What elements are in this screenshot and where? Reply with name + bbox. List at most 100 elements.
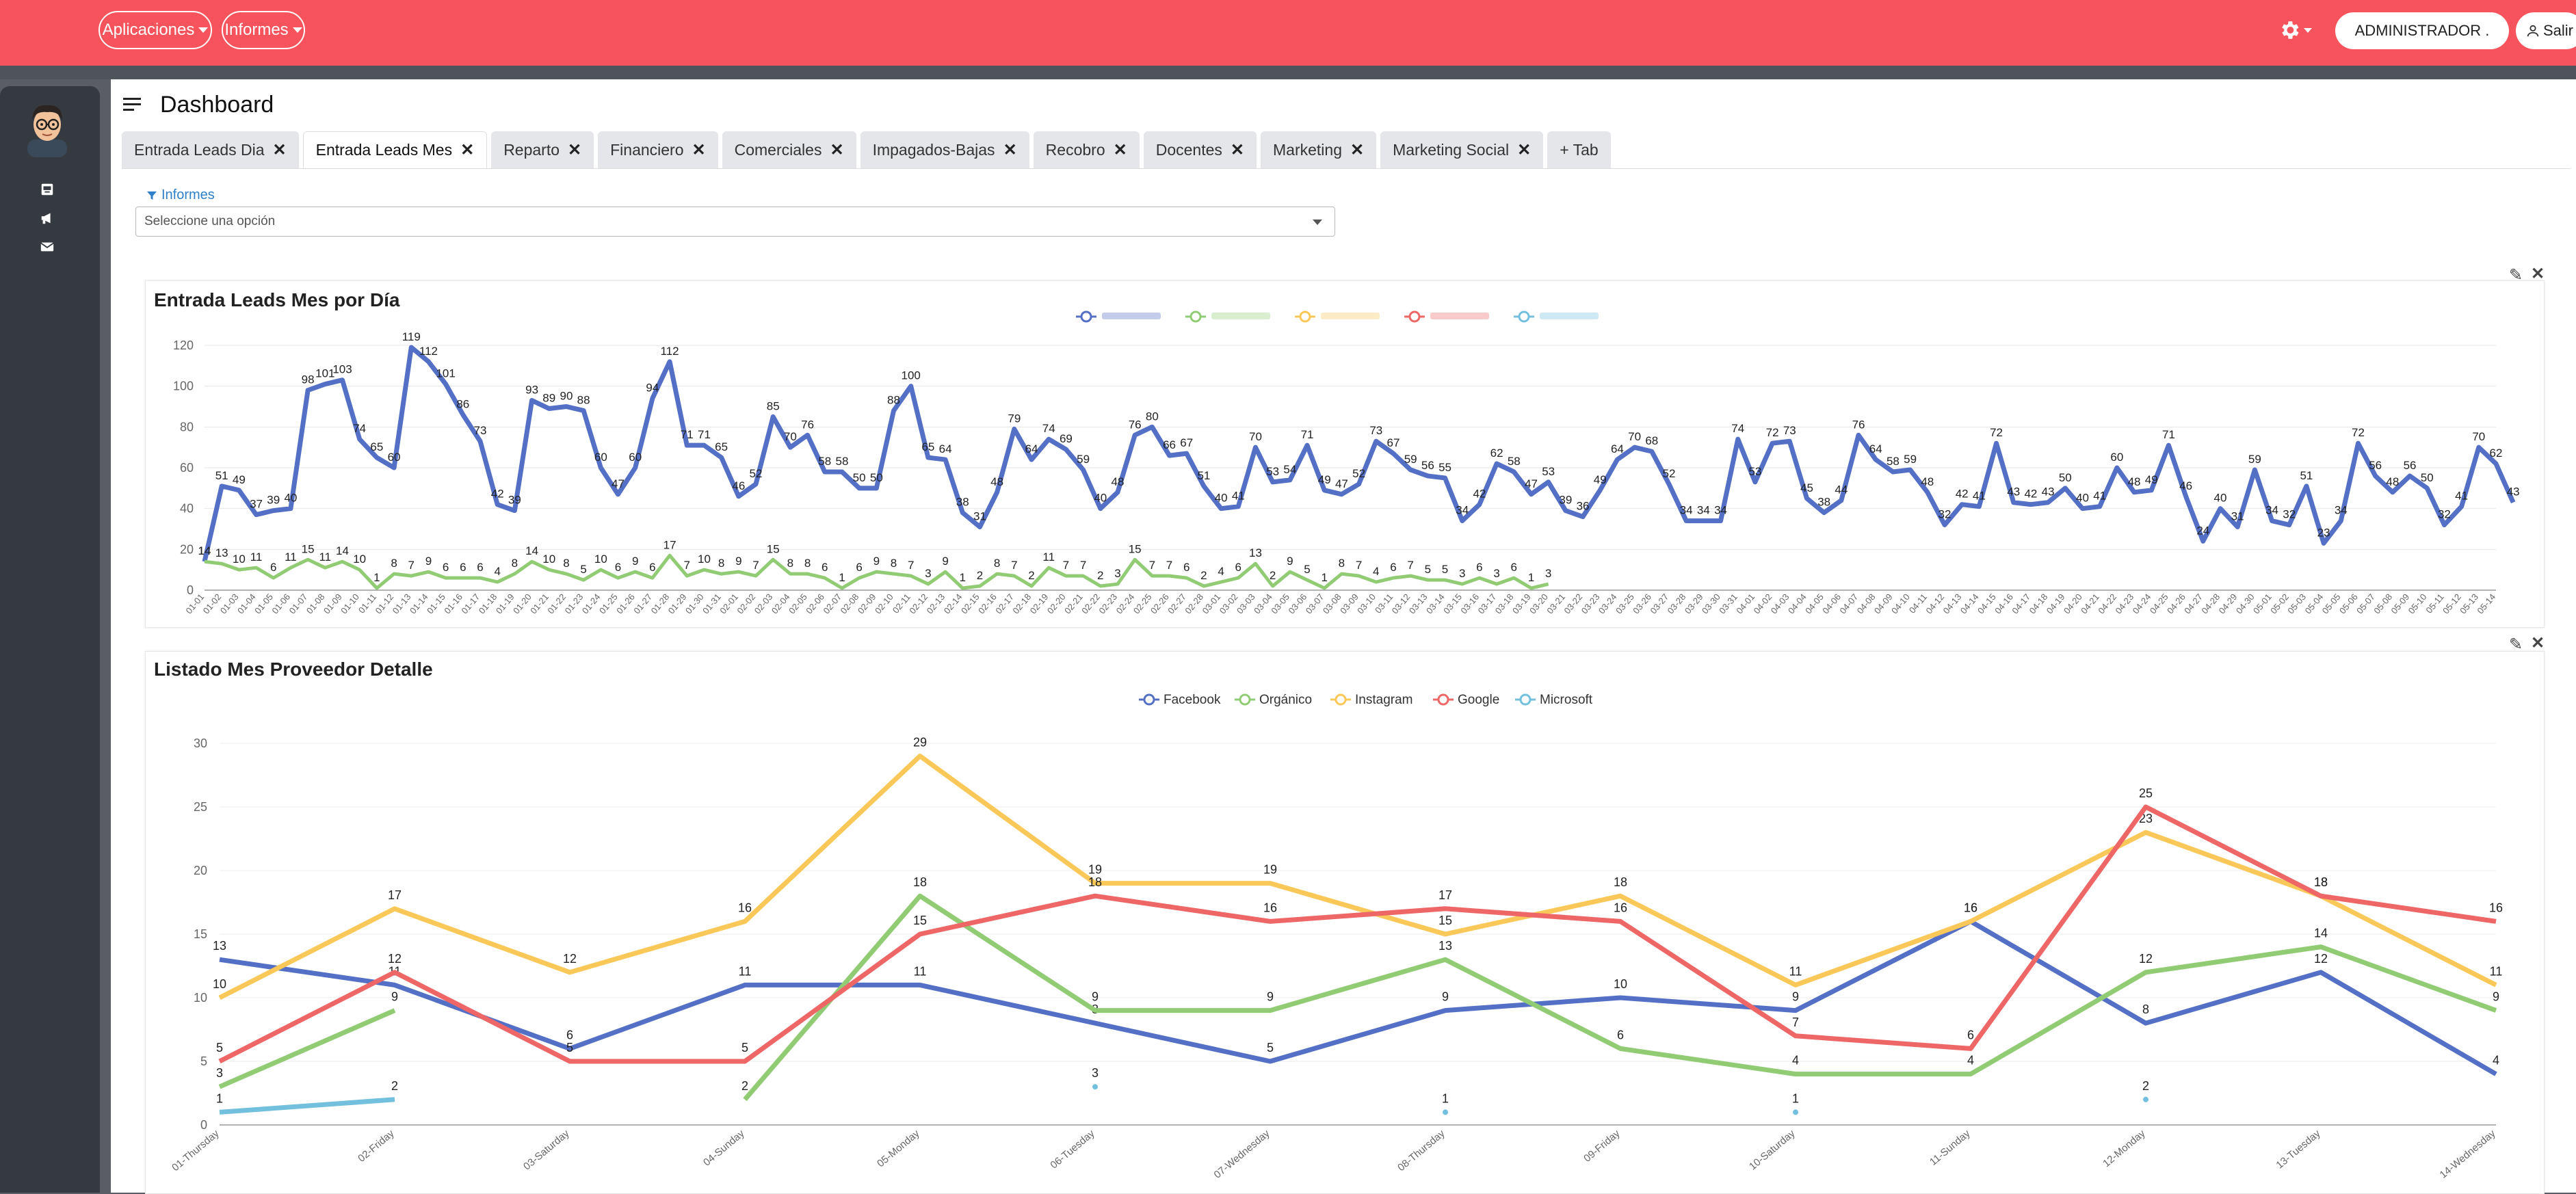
reports-menu-button[interactable]: Informes	[222, 11, 305, 49]
data-label: 6	[1183, 561, 1190, 574]
data-label: 10	[213, 977, 226, 991]
x-tick-label: 05-09	[2389, 592, 2411, 615]
megaphone-icon[interactable]	[40, 211, 55, 229]
y-tick-label: 20	[180, 542, 194, 556]
close-icon[interactable]: ✕	[2531, 265, 2545, 283]
logout-button[interactable]: Salir	[2516, 12, 2576, 49]
tab-3[interactable]: Financiero ✕	[598, 131, 718, 168]
close-tab-icon[interactable]: ✕	[568, 140, 582, 159]
data-label: 46	[2179, 479, 2192, 492]
data-label: 58	[1887, 455, 1900, 468]
data-label: 2	[2142, 1079, 2149, 1093]
data-label: 42	[491, 488, 504, 501]
x-tick-label: 01-12	[373, 592, 396, 615]
report-select[interactable]: Seleccione una opción	[135, 207, 1335, 237]
tab-7[interactable]: Docentes ✕	[1143, 131, 1257, 168]
close-tab-icon[interactable]: ✕	[1003, 140, 1017, 159]
data-label: 40	[1094, 492, 1107, 505]
x-tick-label: 13-Tuesday	[2274, 1128, 2323, 1171]
data-label: 11	[319, 550, 331, 563]
data-label: 10	[594, 553, 607, 566]
data-label: 10	[698, 553, 711, 566]
data-label: 6	[1967, 1028, 1974, 1042]
tab-10[interactable]: + Tab	[1547, 131, 1611, 168]
user-menu-button[interactable]: ADMINISTRADOR .	[2335, 12, 2509, 49]
close-tab-icon[interactable]: ✕	[830, 140, 844, 159]
data-label: 40	[1215, 492, 1228, 505]
data-label: 1	[1321, 571, 1327, 584]
close-tab-icon[interactable]: ✕	[1230, 140, 1244, 159]
admin-label: ADMINISTRADOR .	[2354, 22, 2490, 39]
data-label: 7	[1063, 559, 1069, 572]
data-label: 11	[1789, 964, 1802, 978]
x-tick-label: 05-07	[2354, 592, 2377, 615]
close-tab-icon[interactable]: ✕	[460, 141, 475, 159]
data-label: 3	[925, 567, 931, 580]
data-label: 4	[494, 565, 500, 578]
close-icon[interactable]: ✕	[2531, 634, 2545, 652]
data-label: 5	[741, 1041, 748, 1054]
tab-1[interactable]: Entrada Leads Mes ✕	[302, 131, 488, 168]
x-tick-label: 02-19	[1028, 592, 1051, 615]
x-tick-label: 03-01	[1200, 592, 1223, 615]
edit-icon[interactable]: ✎	[2509, 266, 2523, 284]
close-tab-icon[interactable]: ✕	[1517, 140, 1532, 159]
legend-label: Microsoft	[1540, 693, 1593, 707]
data-label: 72	[1766, 426, 1779, 439]
data-label: 76	[801, 418, 814, 431]
data-label: 13	[215, 546, 228, 559]
data-label: 59	[2248, 453, 2261, 466]
tab-8[interactable]: Marketing ✕	[1261, 131, 1377, 168]
data-label: 9	[391, 990, 398, 1004]
series-line	[218, 804, 2497, 1064]
y-tick-label: 80	[180, 420, 194, 434]
edit-icon[interactable]: ✎	[2509, 635, 2523, 654]
x-tick-label: 03-20	[1527, 592, 1550, 615]
data-label: 14	[198, 544, 211, 557]
close-tab-icon[interactable]: ✕	[1113, 140, 1127, 159]
x-tick-label: 01-19	[494, 592, 516, 615]
data-label: 24	[2196, 524, 2209, 537]
x-tick-label: 04-18	[2027, 592, 2050, 615]
gear-icon	[2282, 21, 2299, 39]
close-tab-icon[interactable]: ✕	[1350, 140, 1365, 159]
data-label: 53	[1748, 465, 1761, 478]
avatar[interactable]	[25, 100, 70, 157]
data-point	[1443, 1109, 1448, 1115]
tab-4[interactable]: Comerciales ✕	[722, 131, 856, 168]
x-tick-label: 02-17	[993, 592, 1016, 615]
data-label: 6	[649, 561, 655, 574]
data-label: 49	[1594, 473, 1607, 486]
data-label: 4	[2493, 1054, 2499, 1067]
settings-menu-button[interactable]	[2278, 15, 2316, 45]
x-tick-label: 02-07	[821, 592, 843, 615]
data-label: 51	[2300, 469, 2313, 482]
data-label: 93	[525, 384, 538, 397]
tab-9[interactable]: Marketing Social ✕	[1380, 131, 1544, 168]
legend-label: Facebook	[1164, 693, 1221, 707]
tab-0[interactable]: Entrada Leads Dia ✕	[122, 131, 299, 168]
data-label: 15	[767, 542, 780, 555]
x-tick-label: 04-25	[2148, 592, 2170, 615]
x-tick-label: 02-21	[1062, 592, 1085, 615]
legend-marker	[1408, 310, 1421, 323]
apps-menu-button[interactable]: Aplicaciones	[98, 11, 212, 49]
tab-2[interactable]: Reparto ✕	[491, 131, 594, 168]
filter-toggle[interactable]: Informes	[146, 187, 215, 203]
data-label: 4	[1792, 1054, 1799, 1067]
close-tab-icon[interactable]: ✕	[272, 140, 287, 159]
close-tab-icon[interactable]: ✕	[692, 140, 706, 159]
data-label: 40	[284, 492, 297, 505]
tab-5[interactable]: Impagados-Bajas ✕	[860, 131, 1029, 168]
data-label: 68	[1645, 434, 1658, 447]
x-tick-label: 03-Saturday	[521, 1128, 572, 1173]
x-tick-label: 01-08	[304, 592, 327, 615]
data-label: 8	[1339, 557, 1345, 570]
tab-6[interactable]: Recobro ✕	[1033, 131, 1140, 168]
envelope-icon[interactable]	[40, 239, 55, 258]
inbox-icon[interactable]	[40, 182, 55, 200]
hamburger-menu-icon[interactable]	[123, 96, 144, 117]
daily-leads-chart-panel: Entrada Leads Mes por Día 0 20 40 60 80 100 12…	[145, 280, 2545, 628]
x-tick-label: 02-05	[787, 592, 809, 615]
x-tick-label: 02-22	[1079, 592, 1102, 615]
